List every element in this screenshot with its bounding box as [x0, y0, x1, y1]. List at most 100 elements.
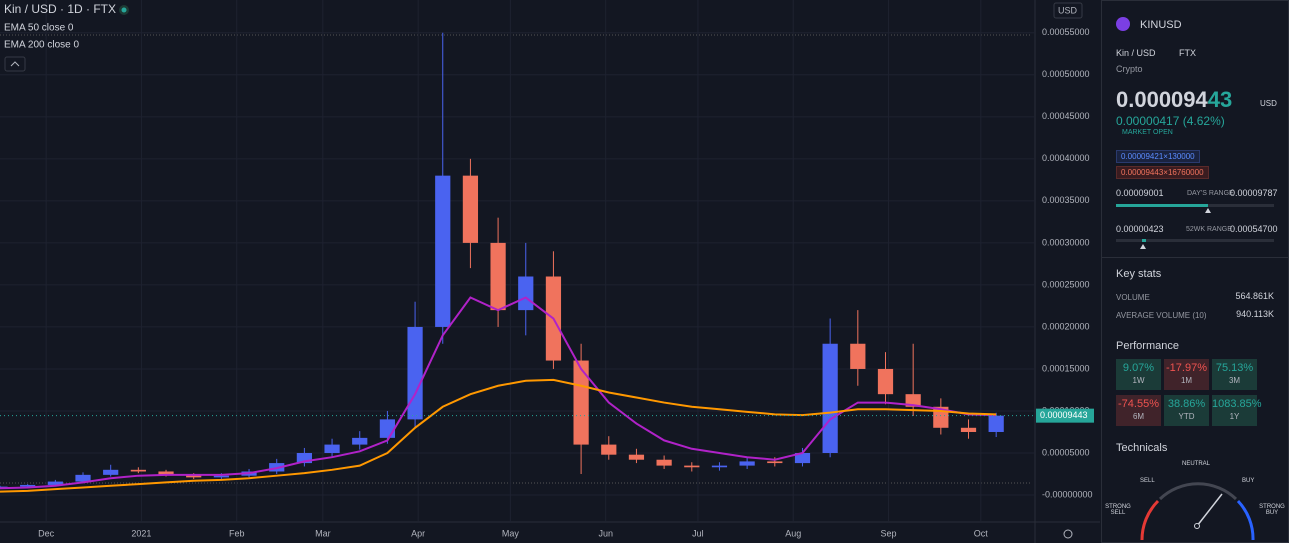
- candle-body: [573, 360, 589, 445]
- range-fill: [1116, 204, 1208, 207]
- change: 0.00000417 (4.62%): [1116, 114, 1225, 128]
- x-tick-label: Oct: [974, 528, 989, 538]
- range-low: 0.00000423: [1116, 224, 1164, 234]
- performance-tile[interactable]: -17.97% 1M: [1164, 359, 1209, 390]
- bid: 0.00009421×130000: [1116, 150, 1200, 163]
- candle-body: [435, 175, 451, 327]
- x-tick-label: 2021: [131, 528, 151, 538]
- last-price-label: 0.00009443: [1040, 410, 1088, 420]
- chart-title: Kin / USD · 1D · FTX: [4, 2, 116, 16]
- stat-value: 940.113K: [1236, 309, 1274, 319]
- legend-entry: EMA 50 close 0: [4, 23, 74, 34]
- candle-body: [601, 444, 617, 455]
- performance-tile[interactable]: 75.13% 3M: [1212, 359, 1257, 390]
- candle-body: [767, 461, 783, 464]
- x-tick-label: Mar: [315, 528, 331, 538]
- range-marker: [1205, 208, 1211, 213]
- tile-period: 1W: [1132, 376, 1145, 385]
- candle-body: [103, 469, 119, 475]
- candle-body: [905, 394, 921, 407]
- stat-value: 564.861K: [1235, 291, 1274, 301]
- tile-period: 1M: [1180, 376, 1193, 385]
- price-tail: 43: [1207, 87, 1233, 112]
- stat-label: AVERAGE VOLUME (10): [1116, 311, 1207, 320]
- gauge-label: NEUTRAL: [1182, 461, 1211, 467]
- candle-body: [822, 343, 838, 453]
- y-tick-label: -0.00000000: [1042, 489, 1093, 499]
- y-tick-label: 0.00050000: [1042, 69, 1090, 79]
- y-tick-label: 0.00040000: [1042, 153, 1090, 163]
- settings-icon[interactable]: [1063, 529, 1073, 539]
- section-title: Technicals: [1116, 442, 1168, 454]
- divider: [1102, 257, 1288, 258]
- y-tick-label: 0.00055000: [1042, 27, 1090, 37]
- range-low: 0.00009001: [1116, 188, 1164, 198]
- currency-select[interactable]: [1053, 2, 1083, 19]
- category: Crypto: [1116, 64, 1143, 74]
- y-tick-label: 0.00030000: [1042, 237, 1090, 247]
- candle-body: [711, 465, 728, 468]
- y-tick-label: 0.00035000: [1042, 195, 1090, 205]
- gauge-label: BUY: [1242, 478, 1255, 484]
- gauge-needle: [1196, 493, 1223, 527]
- candle-body: [407, 326, 423, 420]
- y-tick-label: 0.00015000: [1042, 363, 1090, 373]
- candle-body: [628, 454, 645, 460]
- chart: Kin / USD · 1D · FTX EMA 50 close 0 EMA …: [0, 0, 1100, 543]
- section-title: Key stats: [1116, 268, 1162, 280]
- performance-tile[interactable]: -74.55% 6M: [1116, 395, 1161, 426]
- ask: 0.00009443×16760000: [1116, 166, 1209, 179]
- candle-body: [684, 465, 700, 468]
- price: 0.00009443: [1116, 87, 1232, 113]
- y-tick-label: 0.00045000: [1042, 111, 1090, 121]
- symbol-logo: [1116, 17, 1130, 31]
- x-tick-label: Feb: [229, 528, 245, 538]
- tile-period: 6M: [1132, 412, 1145, 421]
- candle-body: [850, 343, 866, 369]
- exchange: FTX: [1179, 48, 1196, 58]
- candle-body: [877, 368, 894, 395]
- tile-value: 75.13%: [1215, 362, 1254, 374]
- last-price-box: [1036, 408, 1094, 423]
- performance-tile[interactable]: 9.07% 1W: [1116, 359, 1161, 390]
- tile-value: -74.55%: [1118, 398, 1159, 410]
- legend-entry: EMA 200 close 0: [4, 40, 79, 51]
- section-title: Performance: [1116, 340, 1179, 352]
- candle-body: [656, 459, 672, 466]
- gauge-label: STRONG SELL: [1105, 504, 1131, 516]
- range-track: [1116, 239, 1274, 242]
- tile-period: 1Y: [1229, 412, 1240, 421]
- candle-body: [158, 471, 174, 475]
- candle-body: [490, 242, 506, 311]
- candle-body: [186, 474, 202, 478]
- status-dot: [121, 7, 127, 13]
- gauge-buy: [1236, 499, 1255, 541]
- market-status: MARKET OPEN: [1122, 129, 1173, 136]
- collapse-button[interactable]: [4, 56, 26, 72]
- candle-body: [20, 484, 36, 487]
- symbol: KINUSD: [1140, 19, 1182, 31]
- collapse-icon: [10, 61, 20, 67]
- ema-line: [0, 296, 997, 490]
- y-tick-label: 0.00005000: [1042, 447, 1090, 457]
- x-tick-label: May: [502, 528, 520, 538]
- gauge-neutral: [1158, 482, 1238, 501]
- price-lead: 0.000094: [1116, 87, 1208, 112]
- tile-value: 1083.85%: [1212, 398, 1262, 410]
- performance-tile[interactable]: 38.86% YTD: [1164, 395, 1209, 426]
- x-tick-label: Apr: [411, 528, 425, 538]
- y-tick-label: 0.00020000: [1042, 321, 1090, 331]
- tile-value: 9.07%: [1122, 362, 1155, 374]
- symbol-panel: KINUSD Kin / USD FTX Crypto 0.00009443 U…: [1101, 0, 1289, 543]
- range-track: [1116, 204, 1274, 207]
- candle-body: [379, 419, 396, 438]
- x-tick-label: Jul: [692, 528, 704, 538]
- gauge-sell: [1140, 499, 1160, 541]
- candle-body: [296, 452, 312, 464]
- tile-period: 3M: [1228, 376, 1241, 385]
- x-tick-label: Sep: [881, 528, 897, 538]
- candle-body: [518, 276, 534, 311]
- performance-tile[interactable]: 1083.85% 1Y: [1212, 395, 1262, 426]
- candle-body: [988, 415, 1004, 432]
